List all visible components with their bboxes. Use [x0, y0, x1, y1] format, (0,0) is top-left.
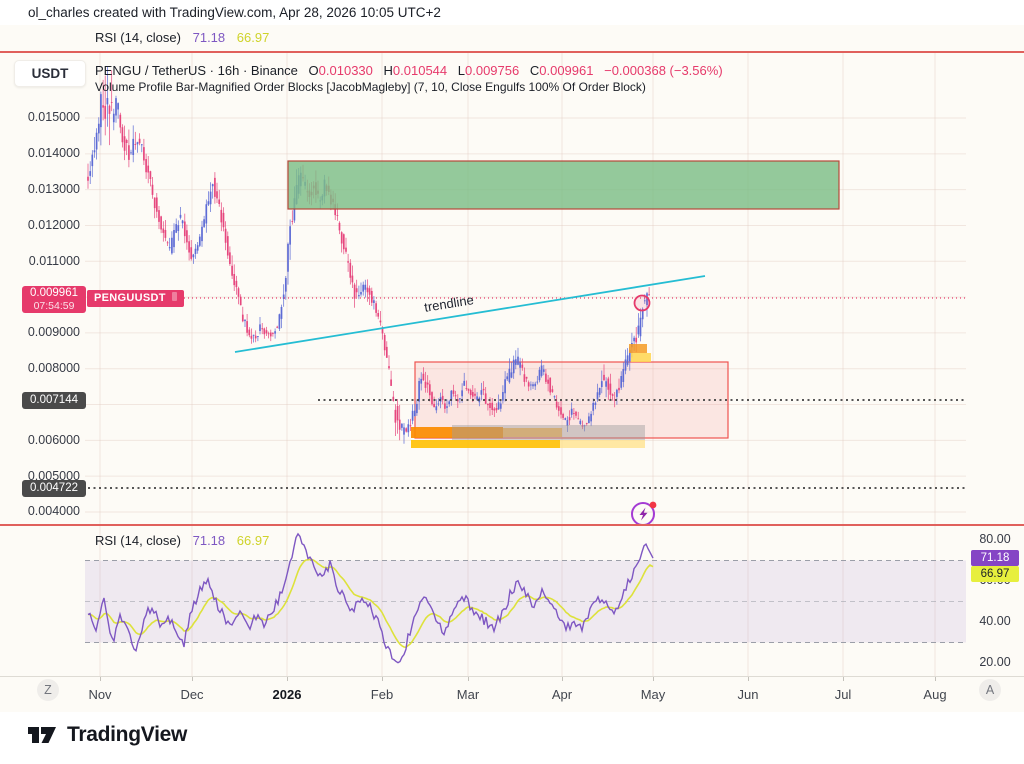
last-price-badge: 0.009961 07:54:59 [22, 286, 86, 313]
time-axis-tick [192, 677, 193, 681]
time-axis-tick [287, 677, 288, 681]
price-axis-label: 0.006000 [27, 433, 80, 447]
price-axis-label: 0.009000 [27, 325, 80, 339]
price-axis-label: 0.004000 [27, 504, 80, 518]
rsi-value: 71.18 [192, 533, 226, 548]
open-label: O [308, 63, 319, 78]
pane-separator-top[interactable] [0, 51, 1024, 53]
currency-unit-button[interactable]: USDT [14, 60, 86, 87]
level-price-badge: 0.007144 [22, 391, 86, 409]
price-axis-label: 0.015000 [27, 110, 80, 124]
time-axis-label: Apr [551, 687, 573, 702]
rsi-axis-label: 40.00 [979, 614, 1011, 628]
rsi-legend-label: RSI (14, close) [95, 533, 181, 548]
rsi-value: 71.18 [192, 30, 226, 45]
rsi-axis-label: 80.00 [979, 532, 1011, 546]
low-value: 0.009756 [465, 63, 520, 78]
tradingview-logo[interactable]: TradingView [28, 723, 187, 747]
high-value: 0.010544 [392, 63, 448, 78]
interval: 16h [217, 63, 240, 78]
time-axis-tick [562, 677, 563, 681]
time-axis-label: Feb [370, 687, 394, 702]
exchange: Binance [250, 63, 298, 78]
level-price-badge: 0.004722 [22, 479, 86, 497]
time-axis-label: Dec [180, 687, 204, 702]
rsi-axis-label: 20.00 [979, 655, 1011, 669]
price-axis-label: 0.008000 [27, 361, 80, 375]
scale-reset-button[interactable]: Z [37, 679, 59, 701]
time-axis-label: Jul [834, 687, 852, 702]
price-chart-canvas [85, 52, 966, 525]
close-label: C [529, 63, 540, 78]
low-label: L [457, 63, 465, 78]
rsi-ma-value: 66.97 [236, 533, 270, 548]
credit-line: ol_charles created with TradingView.com,… [28, 5, 441, 20]
time-axis-tick [653, 677, 654, 681]
open-value: 0.010330 [318, 63, 373, 78]
close-value: 0.009961 [539, 63, 594, 78]
chart-background [0, 25, 1024, 676]
rsi-chart-canvas [85, 525, 966, 676]
price-axis-label: 0.012000 [27, 218, 80, 232]
time-axis-tick [843, 677, 844, 681]
time-axis-tick [935, 677, 936, 681]
price-axis-label: 0.013000 [27, 182, 80, 196]
rsi-ma-value: 66.97 [236, 30, 270, 45]
time-axis-label: Mar [456, 687, 480, 702]
time-axis-label: May [640, 687, 666, 702]
rsi-legend-label: RSI (14, close) [95, 30, 181, 45]
rsi-value-badge: 71.18 [971, 550, 1019, 566]
time-axis-tick [468, 677, 469, 681]
time-axis-label: Aug [923, 687, 947, 702]
time-axis-tick [748, 677, 749, 681]
indicator-legend: Volume Profile Bar-Magnified Order Block… [95, 80, 646, 94]
price-axis-label: 0.014000 [27, 146, 80, 160]
symbol-name: PENGU / TetherUS [95, 63, 207, 78]
time-axis-label: Nov [88, 687, 112, 702]
high-label: H [383, 63, 393, 78]
symbol-header: PENGU / TetherUS · 16h · Binance O0.0103… [95, 63, 723, 78]
symbol-price-tag: PENGUUSDT [87, 290, 184, 307]
separator-dot: · [209, 63, 214, 78]
time-axis-tick [382, 677, 383, 681]
rsi-pane-legend: RSI (14, close) 71.18 66.97 [95, 533, 269, 548]
time-axis[interactable]: Nov Dec 2026 Feb Mar Apr May Jun Jul Aug [0, 676, 1024, 713]
time-axis-tick [100, 677, 101, 681]
separator-dot: · [242, 63, 248, 78]
tradingview-logo-icon [28, 727, 56, 743]
time-axis-label: Jun [737, 687, 759, 702]
notification-dot [649, 501, 657, 509]
time-axis-label: 2026 [272, 687, 302, 702]
countdown-timer: 07:54:59 [33, 300, 75, 312]
change-value: −0.000368 (−3.56%) [604, 63, 723, 78]
footer: TradingView [0, 712, 1024, 764]
top-rsi-legend: RSI (14, close) 71.18 66.97 [95, 30, 269, 45]
brand-name: TradingView [67, 723, 188, 746]
pane-separator-middle[interactable] [0, 524, 1024, 526]
last-price: 0.009961 [30, 287, 78, 299]
price-axis-label: 0.011000 [28, 254, 80, 268]
auto-scale-button[interactable]: A [979, 679, 1001, 701]
rsi-ma-value-badge: 66.97 [971, 566, 1019, 582]
